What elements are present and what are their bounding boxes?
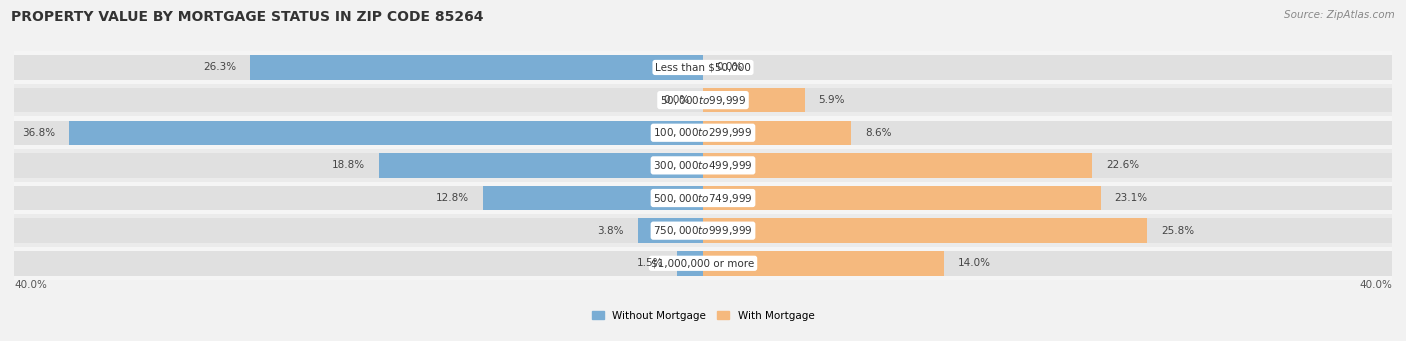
Bar [703,153,1392,178]
Text: 25.8%: 25.8% [1161,226,1194,236]
Text: $1,000,000 or more: $1,000,000 or more [651,258,755,268]
Bar [14,51,1392,84]
Bar [14,153,703,178]
Bar [250,55,703,80]
Bar [14,116,1392,149]
Bar [703,55,1392,80]
Bar [703,219,1147,243]
Bar [14,55,703,80]
Bar [703,186,1392,210]
Bar [703,120,851,145]
Text: 3.8%: 3.8% [598,226,624,236]
Text: 23.1%: 23.1% [1115,193,1147,203]
Bar [14,84,1392,116]
Bar [703,219,1392,243]
Text: 12.8%: 12.8% [436,193,468,203]
Bar [703,153,1092,178]
Text: 8.6%: 8.6% [865,128,891,138]
Text: 5.9%: 5.9% [818,95,845,105]
Bar [14,186,703,210]
Text: 36.8%: 36.8% [22,128,55,138]
Bar [703,120,1392,145]
Bar [703,251,1392,276]
Bar [14,120,703,145]
Bar [482,186,703,210]
Text: 40.0%: 40.0% [14,280,46,290]
Bar [14,88,703,112]
Text: PROPERTY VALUE BY MORTGAGE STATUS IN ZIP CODE 85264: PROPERTY VALUE BY MORTGAGE STATUS IN ZIP… [11,10,484,24]
Text: 0.0%: 0.0% [717,62,742,73]
Text: 26.3%: 26.3% [202,62,236,73]
Bar [14,214,1392,247]
Text: 14.0%: 14.0% [957,258,991,268]
Bar [703,251,945,276]
Bar [678,251,703,276]
Bar [703,88,804,112]
Text: $500,000 to $749,999: $500,000 to $749,999 [654,192,752,205]
Bar [14,247,1392,280]
Legend: Without Mortgage, With Mortgage: Without Mortgage, With Mortgage [588,306,818,325]
Text: Less than $50,000: Less than $50,000 [655,62,751,73]
Text: 22.6%: 22.6% [1107,160,1139,170]
Text: Source: ZipAtlas.com: Source: ZipAtlas.com [1284,10,1395,20]
Bar [14,219,703,243]
Bar [14,149,1392,182]
Text: 0.0%: 0.0% [664,95,689,105]
Text: 40.0%: 40.0% [1360,280,1392,290]
Text: $750,000 to $999,999: $750,000 to $999,999 [654,224,752,237]
Bar [637,219,703,243]
Text: $50,000 to $99,999: $50,000 to $99,999 [659,94,747,107]
Bar [14,182,1392,214]
Text: $100,000 to $299,999: $100,000 to $299,999 [654,126,752,139]
Bar [380,153,703,178]
Bar [69,120,703,145]
Text: 1.5%: 1.5% [637,258,664,268]
Bar [703,88,1392,112]
Bar [703,186,1101,210]
Text: 18.8%: 18.8% [332,160,366,170]
Bar [14,251,703,276]
Text: $300,000 to $499,999: $300,000 to $499,999 [654,159,752,172]
